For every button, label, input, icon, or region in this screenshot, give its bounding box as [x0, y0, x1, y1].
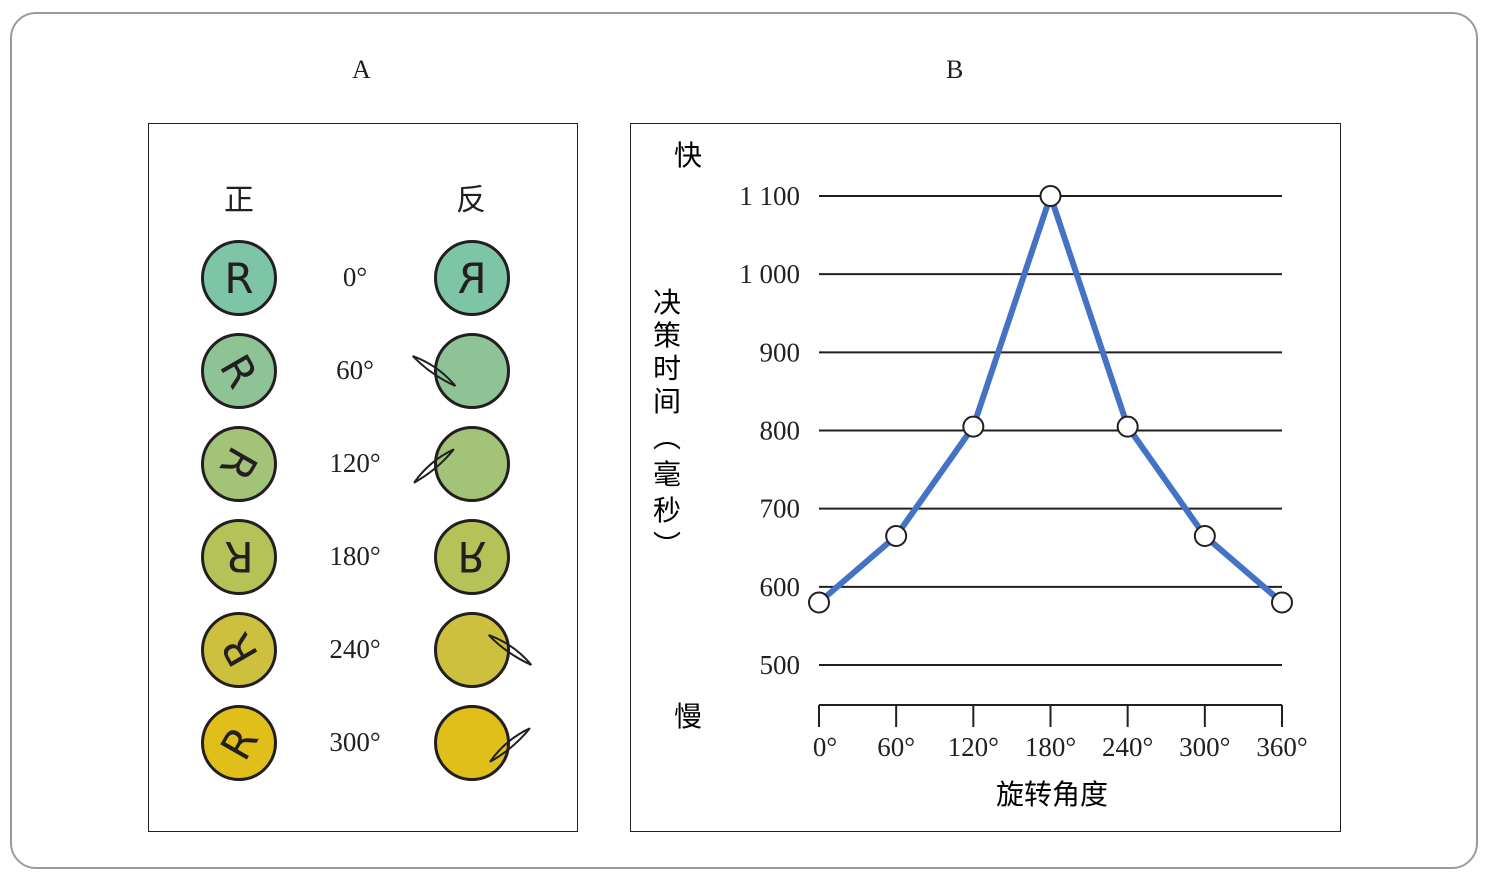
normal-stimulus-disc: R: [201, 333, 277, 409]
mirror-stimulus-disc: R: [434, 240, 510, 316]
y-tick-label: 600: [760, 572, 801, 602]
data-point: [1116, 415, 1139, 438]
rotation-angle-label: 240°: [329, 634, 381, 664]
data-point: [885, 525, 908, 548]
flip-edge-icon: [489, 727, 531, 763]
normal-stimulus-disc: R: [201, 519, 277, 595]
y-tick-label: 1 100: [739, 181, 800, 211]
x-tick-label: 300°: [1179, 732, 1230, 762]
mirror-stimulus-disc: [434, 705, 510, 781]
rotation-angle-label: 300°: [329, 727, 381, 757]
x-tick-label: 120°: [948, 732, 999, 762]
normal-stimulus-disc: R: [201, 240, 277, 316]
rotation-angle-label: 0°: [342, 262, 368, 292]
data-point: [1039, 185, 1062, 207]
x-tick-label: 360°: [1256, 732, 1307, 762]
x-axis-title: 旋转角度: [996, 778, 1108, 811]
fast-annotation: 快: [674, 139, 702, 172]
slow-annotation: 慢: [674, 700, 702, 733]
rotation-angle-label: 60°: [336, 355, 374, 385]
y-tick-label: 700: [760, 494, 801, 524]
flip-edge-icon: [411, 355, 457, 387]
rotation-angle-label: 120°: [329, 448, 381, 478]
normal-column-header: 正: [224, 183, 254, 218]
figure-frame: [10, 12, 1478, 869]
mirror-stimulus-disc: [434, 612, 510, 688]
normal-stimulus-disc: R: [201, 426, 277, 502]
y-tick-label: 500: [760, 650, 801, 680]
stimulus-letter: R: [224, 253, 254, 303]
x-tick-label: 240°: [1102, 732, 1153, 762]
mirror-stimulus-disc: R: [434, 519, 510, 595]
y-axis-title: 决策时间︵毫秒︶: [653, 286, 681, 562]
rotation-angle-label: 180°: [329, 541, 381, 571]
data-point: [962, 415, 985, 438]
x-tick-label: 60°: [877, 732, 915, 762]
normal-stimulus-disc: R: [201, 705, 277, 781]
normal-stimulus-disc: R: [201, 612, 277, 688]
mirror-stimulus-disc: [434, 333, 510, 409]
y-tick-label: 800: [760, 416, 801, 446]
mirror-stimulus-disc: [434, 426, 510, 502]
y-tick-label: 1 000: [739, 259, 800, 289]
y-tick-label: 900: [760, 337, 801, 367]
x-tick-label: 0°: [813, 732, 837, 762]
panel-b-label: B: [946, 55, 964, 84]
flip-edge-icon: [487, 634, 533, 666]
x-tick-label: 180°: [1025, 732, 1076, 762]
mirror-column-header: 反: [456, 183, 486, 218]
flip-edge-icon: [413, 448, 455, 484]
data-point: [808, 591, 830, 614]
panel-a-mental-rotation-stimuli: [148, 123, 578, 832]
data-point: [1193, 525, 1216, 548]
data-point: [1271, 591, 1293, 614]
panel-a-label: A: [352, 55, 371, 84]
panel-b-chart: [630, 123, 1341, 832]
